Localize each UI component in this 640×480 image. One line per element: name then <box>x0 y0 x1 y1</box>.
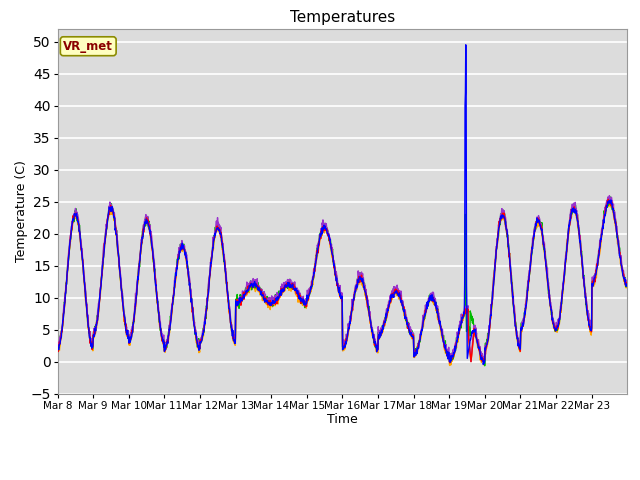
Y-axis label: Temperature (C): Temperature (C) <box>15 160 28 262</box>
Text: VR_met: VR_met <box>63 40 113 53</box>
Title: Temperatures: Temperatures <box>290 10 395 25</box>
Legend: Panel T, Old Ref Temp, AM25T Ref, HMP45 T, CNR1 PRT: Panel T, Old Ref Temp, AM25T Ref, HMP45 … <box>112 479 573 480</box>
X-axis label: Time: Time <box>327 413 358 426</box>
